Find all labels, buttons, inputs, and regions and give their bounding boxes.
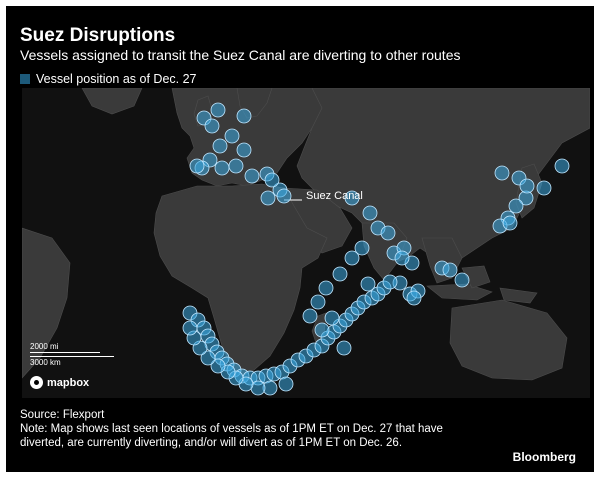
vessel-marker[interactable] [236,142,252,158]
vessel-marker[interactable] [344,250,360,266]
vessel-marker[interactable] [189,158,205,174]
vessel-marker[interactable] [394,250,410,266]
vessel-marker[interactable] [502,215,518,231]
vessel-marker[interactable] [236,108,252,124]
world-map[interactable]: Suez Canal 2000 mi 3000 km mapbox [22,88,590,398]
map-card: Suez Disruptions Vessels assigned to tra… [6,6,594,472]
vessel-marker[interactable] [278,376,294,392]
vessel-marker[interactable] [276,188,292,204]
vessel-marker[interactable] [519,178,535,194]
vessel-marker[interactable] [224,128,240,144]
vessel-marker[interactable] [324,310,340,326]
mapbox-logo-icon [30,376,43,389]
vessel-markers [182,102,570,396]
vessel-marker[interactable] [182,320,198,336]
vessel-marker[interactable] [302,308,318,324]
vessel-marker[interactable] [536,180,552,196]
vessel-marker[interactable] [360,276,376,292]
vessel-marker[interactable] [344,190,360,206]
vessel-marker[interactable] [332,266,348,282]
legend-label: Vessel position as of Dec. 27 [36,72,197,86]
australia-landmass [449,299,568,381]
vessel-marker[interactable] [264,172,280,188]
source-text: Source: Flexport [20,409,105,421]
vessel-marker[interactable] [508,198,524,214]
suez-canal-label: Suez Canal [306,190,363,202]
vessel-marker[interactable] [210,102,226,118]
mapbox-label: mapbox [47,376,90,389]
scale-row-miles: 2000 mi [30,342,100,356]
vessel-marker[interactable] [212,138,228,154]
vessel-marker[interactable] [228,158,244,174]
chart-subtitle: Vessels assigned to transit the Suez Can… [20,47,461,63]
vessel-marker[interactable] [362,205,378,221]
scale-row-km: 3000 km [30,356,114,370]
new-guinea-landmass [499,287,538,304]
vessel-marker[interactable] [494,165,510,181]
greenland-landmass [81,88,143,115]
vessel-marker[interactable] [554,158,570,174]
scale-km-label: 3000 km [30,358,61,367]
legend: Vessel position as of Dec. 27 [20,71,197,87]
vessel-marker[interactable] [210,358,226,374]
vessel-marker[interactable] [200,350,216,366]
scale-miles-line [30,352,100,353]
vessel-marker[interactable] [382,274,398,290]
vessel-marker[interactable] [260,190,276,206]
legend-swatch [20,74,30,84]
land-masses [22,88,590,381]
map-svg [22,88,590,398]
scale-km-line [30,356,114,357]
scale-miles-label: 2000 mi [30,342,59,351]
vessel-marker[interactable] [380,225,396,241]
vessel-marker[interactable] [442,262,458,278]
vessel-marker[interactable] [204,118,220,134]
chart-title: Suez Disruptions [20,25,176,46]
vessel-marker[interactable] [454,272,470,288]
note-text: Note: Map shows last seen locations of v… [20,423,443,449]
vessel-marker[interactable] [354,240,370,256]
vessel-marker[interactable] [318,280,334,296]
vessel-marker[interactable] [244,168,260,184]
vessel-marker[interactable] [214,160,230,176]
vessel-marker[interactable] [314,322,330,338]
scale-bar: 2000 mi 3000 km [30,342,114,370]
vessel-marker[interactable] [310,294,326,310]
mapbox-attribution[interactable]: mapbox [30,376,89,389]
bloomberg-logo: Bloomberg [512,450,576,464]
vessel-marker[interactable] [336,340,352,356]
vessel-marker[interactable] [406,290,422,306]
south-america-landmass [22,227,71,379]
